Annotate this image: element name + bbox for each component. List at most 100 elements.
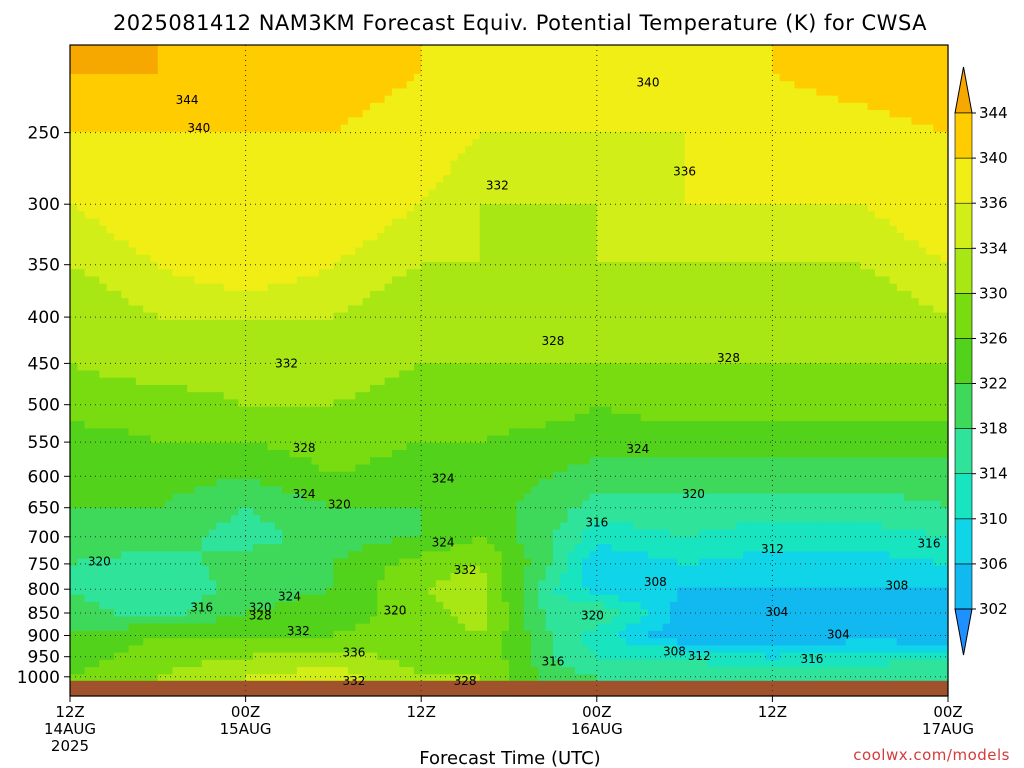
- field-cell: [867, 247, 876, 256]
- field-cell: [545, 153, 554, 162]
- field-cell: [706, 312, 715, 321]
- field-cell: [538, 276, 547, 285]
- field-cell: [552, 160, 561, 169]
- field-cell: [604, 167, 613, 176]
- field-cell: [238, 117, 247, 126]
- field-cell: [750, 254, 759, 263]
- field-cell: [362, 218, 371, 227]
- field-cell: [260, 95, 269, 104]
- field-cell: [765, 269, 773, 278]
- field-cell: [933, 218, 942, 227]
- field-cell: [750, 117, 759, 126]
- field-cell: [121, 88, 130, 97]
- field-cell: [428, 218, 437, 227]
- field-cell: [70, 327, 78, 335]
- field-cell: [765, 290, 773, 299]
- field-cell: [318, 334, 327, 343]
- field-cell: [413, 341, 422, 350]
- field-cell: [179, 305, 188, 314]
- field-cell: [911, 66, 920, 75]
- field-cell: [889, 211, 898, 220]
- field-cell: [648, 81, 656, 89]
- field-cell: [750, 59, 759, 68]
- field-cell: [611, 233, 620, 241]
- field-cell: [238, 211, 247, 220]
- field-cell: [640, 233, 649, 241]
- field-cell: [772, 131, 781, 140]
- field-cell: [845, 319, 854, 328]
- field-cell: [304, 131, 313, 140]
- field-cell: [574, 327, 583, 335]
- field-cell: [326, 102, 334, 111]
- field-cell: [560, 95, 569, 104]
- field-cell: [450, 225, 459, 234]
- field-cell: [201, 59, 210, 68]
- field-cell: [677, 153, 686, 162]
- field-cell: [808, 160, 817, 169]
- field-cell: [355, 240, 364, 249]
- field-cell: [743, 225, 752, 234]
- field-cell: [340, 319, 349, 328]
- field-cell: [282, 305, 291, 314]
- field-cell: [172, 81, 181, 89]
- field-cell: [165, 196, 174, 205]
- field-cell: [465, 334, 474, 343]
- field-cell: [801, 160, 810, 169]
- field-cell: [355, 327, 364, 335]
- field-cell: [304, 225, 313, 234]
- field-cell: [611, 66, 620, 75]
- field-cell: [860, 160, 869, 169]
- field-cell: [516, 218, 525, 227]
- field-cell: [179, 298, 188, 306]
- field-cell: [399, 52, 408, 61]
- field-cell: [91, 218, 100, 227]
- field-cell: [735, 262, 744, 270]
- field-cell: [882, 204, 891, 212]
- field-cell: [399, 88, 408, 97]
- field-cell: [516, 327, 525, 335]
- field-cell: [143, 334, 152, 343]
- field-cell: [289, 175, 298, 184]
- field-cell: [348, 45, 356, 53]
- field-cell: [662, 269, 671, 278]
- field-cell: [677, 88, 686, 97]
- field-cell: [121, 66, 130, 75]
- field-cell: [721, 153, 730, 162]
- field-cell: [874, 59, 883, 68]
- field-cell: [113, 110, 122, 118]
- field-cell: [801, 124, 810, 133]
- field-cell: [640, 139, 649, 147]
- field-cell: [728, 95, 737, 104]
- field-cell: [435, 305, 444, 314]
- field-cell: [933, 319, 942, 328]
- field-cell: [479, 211, 488, 220]
- field-cell: [282, 240, 291, 249]
- field-cell: [238, 305, 247, 314]
- field-cell: [143, 167, 152, 176]
- field-cell: [552, 211, 561, 220]
- field-cell: [882, 131, 891, 140]
- field-cell: [113, 305, 122, 314]
- field-cell: [684, 139, 693, 147]
- field-cell: [194, 233, 203, 241]
- field-cell: [91, 334, 100, 343]
- field-cell: [896, 139, 905, 147]
- field-cell: [326, 189, 334, 198]
- field-cell: [904, 88, 913, 97]
- field-cell: [238, 81, 247, 89]
- field-cell: [633, 247, 642, 256]
- field-cell: [435, 110, 444, 118]
- field-cell: [362, 334, 371, 343]
- field-cell: [348, 66, 356, 75]
- field-cell: [479, 305, 488, 314]
- field-cell: [333, 233, 342, 241]
- field-cell: [721, 73, 730, 82]
- field-cell: [230, 189, 239, 198]
- field-cell: [684, 211, 693, 220]
- field-cell: [289, 95, 298, 104]
- field-cell: [772, 247, 781, 256]
- field-cell: [830, 81, 839, 89]
- field-cell: [99, 341, 108, 350]
- field-cell: [318, 319, 327, 328]
